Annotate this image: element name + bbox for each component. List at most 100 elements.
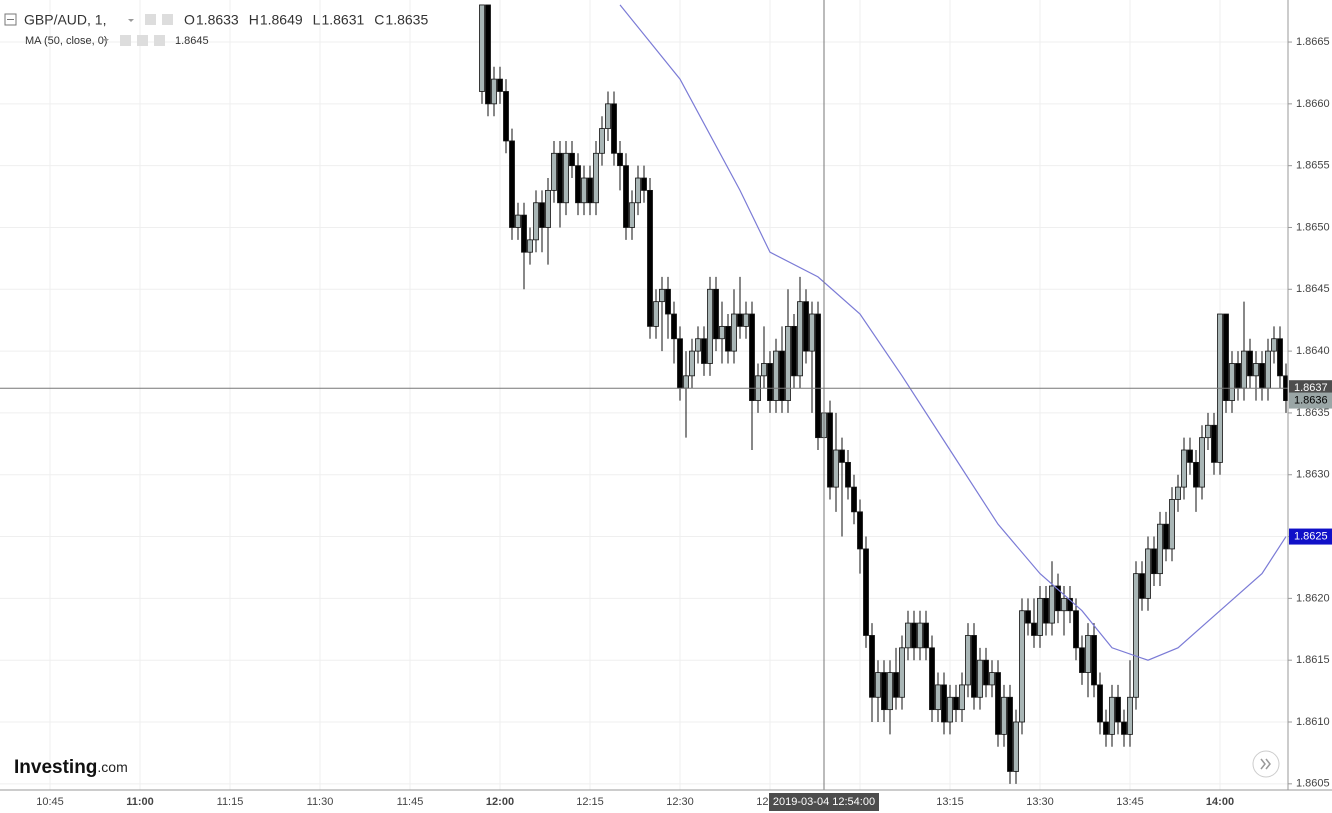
candle-body <box>899 647 905 698</box>
candle-body <box>629 202 635 228</box>
ohlc-legend-label: L <box>313 12 321 28</box>
y-tick-label: 1.8660 <box>1296 98 1330 110</box>
candle-body <box>1019 610 1025 723</box>
icon-eye[interactable] <box>145 14 156 25</box>
candle-body <box>1277 338 1283 377</box>
dropdown[interactable] <box>103 39 109 42</box>
candle-body <box>557 152 563 204</box>
y-tick-label: 1.8665 <box>1296 36 1330 48</box>
collapse-icon[interactable] <box>4 13 17 26</box>
candle-body <box>1259 363 1265 389</box>
candle-body <box>983 659 989 686</box>
candle-body <box>521 214 527 253</box>
candle-body <box>749 313 755 401</box>
candle-body <box>1001 696 1007 735</box>
candle-body <box>1073 610 1079 649</box>
candle-body <box>1211 424 1217 463</box>
y-tick-label: 1.8610 <box>1296 716 1330 728</box>
candle-body <box>857 511 863 550</box>
candle-body <box>1103 721 1109 735</box>
candle-body <box>965 635 971 686</box>
ohlc-legend-label: O <box>184 12 195 28</box>
candle-body <box>515 214 521 228</box>
candle-body <box>1133 573 1139 698</box>
candle-body <box>731 313 737 352</box>
last-price-box <box>1289 392 1332 409</box>
x-tick-label: 13:15 <box>936 796 964 808</box>
candle-body <box>677 338 683 389</box>
candle-body <box>935 684 941 711</box>
candle-body <box>1007 696 1013 772</box>
candle-body <box>977 659 983 698</box>
candle-body <box>485 4 491 105</box>
candle-body <box>1067 597 1073 612</box>
ma-value: 1.8645 <box>175 35 209 47</box>
scroll-arrow <box>1260 758 1271 770</box>
ma-label: MA (50, close, 0) <box>25 35 108 47</box>
crosshair-time: 2019-03-04 12:54:00 <box>773 796 875 808</box>
crosshair-price: 1.8637 <box>1294 382 1328 394</box>
candle-body <box>1037 597 1043 636</box>
candle-body <box>695 338 701 352</box>
candle-body <box>863 548 869 636</box>
candle-body <box>497 78 503 92</box>
candle-body <box>1205 424 1211 439</box>
candle-body <box>761 363 767 377</box>
candle-body <box>1061 597 1067 612</box>
candle-body <box>1127 696 1133 735</box>
candle-body <box>893 672 899 698</box>
icon-eye[interactable] <box>120 35 131 46</box>
candle-body <box>815 313 821 439</box>
candle-body <box>1151 548 1157 575</box>
candle-body <box>641 177 647 191</box>
candle-body <box>797 301 803 377</box>
candle-body <box>659 288 665 303</box>
candle-body <box>479 4 485 92</box>
candle-body <box>593 152 599 204</box>
candle-body <box>1247 350 1253 377</box>
logo-main: Investing <box>14 757 97 778</box>
x-tick-label: 12:00 <box>486 796 514 808</box>
candle-body <box>569 152 575 167</box>
candle-body <box>767 363 773 401</box>
candle-body <box>551 152 557 191</box>
ohlc-legend-value: 1.8635 <box>385 12 428 28</box>
symbol: GBP/AUD, 1, <box>24 12 106 28</box>
candle-body <box>839 449 845 463</box>
candle-body <box>1163 523 1169 550</box>
candle-body <box>1091 635 1097 686</box>
x-tick-label: 11:45 <box>397 796 424 808</box>
candle-body <box>1079 647 1085 673</box>
candle-body <box>1241 350 1247 389</box>
icon-settings[interactable] <box>162 14 173 25</box>
scroll-button[interactable] <box>1252 750 1280 778</box>
x-tick-label: 11:15 <box>217 796 244 808</box>
candle-body <box>1271 338 1277 352</box>
grid <box>0 0 1288 790</box>
y-tick-label: 1.8605 <box>1296 778 1330 790</box>
candle-body <box>1187 449 1193 463</box>
candle-body <box>737 313 743 327</box>
candle-body <box>545 189 551 228</box>
ohlc-legend-value: 1.8633 <box>196 12 239 28</box>
candle-body <box>833 449 839 488</box>
icon-close[interactable] <box>154 35 165 46</box>
candle-body <box>923 622 929 649</box>
overlay: GBP/AUD, 1, MA (50, close, 0) 1.8645 Inv… <box>4 12 1332 811</box>
y-tick-label: 1.8650 <box>1296 221 1330 233</box>
candle-body <box>953 696 959 711</box>
x-tick-label: 12:15 <box>576 796 604 808</box>
candle-body <box>491 78 497 105</box>
candle-body <box>599 128 605 154</box>
candle-body <box>785 325 791 401</box>
ma-line <box>619 4 1287 661</box>
candle-body <box>707 288 713 364</box>
icon-settings[interactable] <box>137 35 148 46</box>
dropdown[interactable] <box>128 19 134 22</box>
candle-body <box>1229 363 1235 401</box>
candle-body <box>827 412 833 488</box>
candle-body <box>947 696 953 723</box>
candle-body <box>581 177 587 204</box>
candle-body <box>605 103 611 129</box>
candle-body <box>887 672 893 711</box>
